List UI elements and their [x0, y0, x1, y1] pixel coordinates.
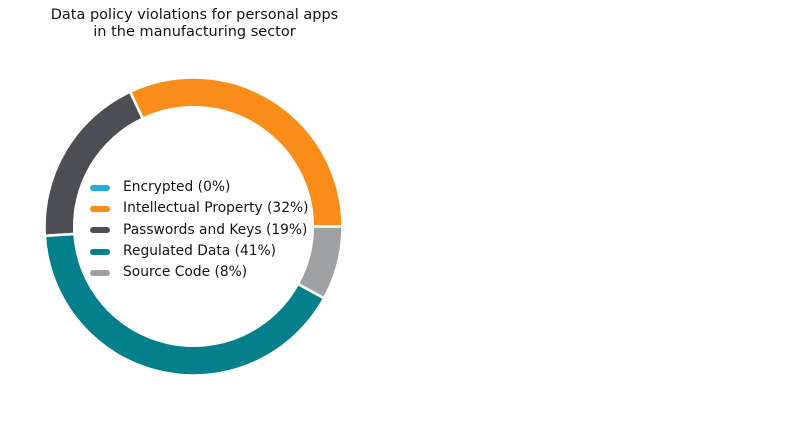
- legend-item: Regulated Data (41%): [90, 241, 308, 262]
- legend-label: Intellectual Property (32%): [123, 200, 309, 217]
- legend-swatch-icon: [90, 184, 110, 191]
- legend-label: Regulated Data (41%): [123, 242, 277, 259]
- legend-item: Passwords and Keys (19%): [90, 220, 308, 241]
- chart-title-line2: in the manufacturing sector: [93, 23, 296, 40]
- legend-item: Encrypted (0%): [90, 177, 308, 198]
- legend-swatch-icon: [90, 248, 110, 255]
- legend-label: Passwords and Keys (19%): [123, 221, 308, 238]
- legend-item: Source Code (8%): [90, 262, 308, 283]
- chart-legend: Encrypted (0%) Intellectual Property (32%…: [90, 177, 308, 283]
- legend-item: Intellectual Property (32%): [90, 198, 308, 219]
- wedge-source-code: [296, 225, 344, 301]
- chart-title: Data policy violations for personal apps…: [0, 7, 389, 40]
- legend-swatch-icon: [90, 227, 110, 234]
- chart-title-line1: Data policy violations for personal apps: [50, 7, 339, 23]
- legend-swatch-icon: [90, 205, 110, 212]
- legend-label: Encrypted (0%): [123, 179, 231, 195]
- legend-label: Source Code (8%): [123, 264, 248, 281]
- legend-swatch-icon: [90, 269, 110, 276]
